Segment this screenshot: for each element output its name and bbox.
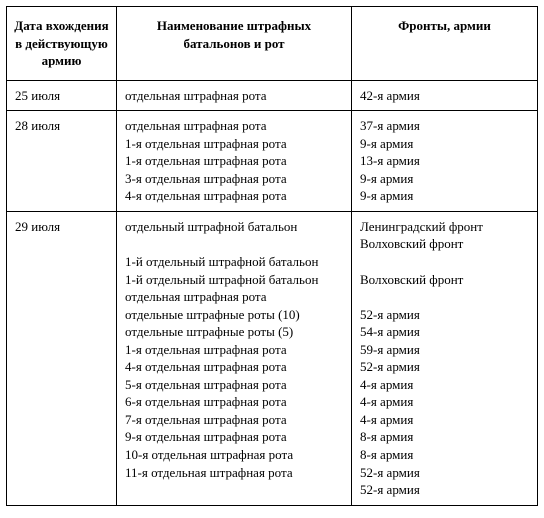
front-line: 4-я армия	[360, 393, 529, 411]
unit-line: 4-я отдельная штрафная рота	[125, 187, 343, 205]
unit-line: отдельные штрафные роты (10)	[125, 306, 343, 324]
cell-front: Ленинградский фронтВолховский фронт Волх…	[352, 211, 538, 505]
front-line: 52-я армия	[360, 306, 529, 324]
front-line: 42-я армия	[360, 87, 529, 105]
front-line: 4-я армия	[360, 376, 529, 394]
front-line: 54-я армия	[360, 323, 529, 341]
cell-date: 29 июля	[7, 211, 117, 505]
table-row: 29 июляотдельный штрафной батальон 1-й о…	[7, 211, 538, 505]
front-line: 9-я армия	[360, 187, 529, 205]
front-line: Ленинградский фронт	[360, 218, 529, 236]
front-line: 52-я армия	[360, 464, 529, 482]
unit-line: отдельная штрафная рота	[125, 117, 343, 135]
col-header-date: Дата вхождения в действующую армию	[7, 7, 117, 81]
unit-line: отдельные штрафные роты (5)	[125, 323, 343, 341]
front-line: 13-я армия	[360, 152, 529, 170]
front-line: Волховский фронт	[360, 235, 529, 253]
cell-unit: отдельный штрафной батальон 1-й отдельны…	[117, 211, 352, 505]
col-header-unit: Наименование штрафных батальонов и рот	[117, 7, 352, 81]
cell-unit: отдельная штрафная рота1-я отдельная штр…	[117, 111, 352, 212]
front-line: 52-я армия	[360, 481, 529, 499]
unit-line: отдельная штрафная рота	[125, 87, 343, 105]
col-header-front: Фронты, армии	[352, 7, 538, 81]
unit-line: отдельный штрафной батальон	[125, 218, 343, 236]
front-line: 9-я армия	[360, 170, 529, 188]
table-row: 28 июляотдельная штрафная рота1-я отдель…	[7, 111, 538, 212]
front-line: 59-я армия	[360, 341, 529, 359]
table-header-row: Дата вхождения в действующую армию Наиме…	[7, 7, 538, 81]
unit-line: 6-я отдельная штрафная рота	[125, 393, 343, 411]
front-line: 37-я армия	[360, 117, 529, 135]
unit-line: 3-я отдельная штрафная рота	[125, 170, 343, 188]
unit-line	[125, 235, 343, 253]
unit-line: 1-я отдельная штрафная рота	[125, 152, 343, 170]
cell-front: 37-я армия9-я армия13-я армия9-я армия9-…	[352, 111, 538, 212]
cell-front: 42-я армия	[352, 80, 538, 111]
front-line	[360, 253, 529, 271]
unit-line: отдельная штрафная рота	[125, 288, 343, 306]
unit-line: 5-я отдельная штрафная рота	[125, 376, 343, 394]
front-line: 4-я армия	[360, 411, 529, 429]
unit-line: 9-я отдельная штрафная рота	[125, 428, 343, 446]
unit-line: 10-я отдельная штрафная рота	[125, 446, 343, 464]
unit-line: 4-я отдельная штрафная рота	[125, 358, 343, 376]
unit-line: 1-я отдельная штрафная рота	[125, 341, 343, 359]
cell-unit: отдельная штрафная рота	[117, 80, 352, 111]
unit-line: 1-й отдельный штрафной батальон	[125, 271, 343, 289]
table-row: 25 июля отдельная штрафная рота 42-я армия	[7, 80, 538, 111]
unit-line: 11-я отдельная штрафная рота	[125, 464, 343, 482]
front-line: 8-я армия	[360, 446, 529, 464]
unit-line: 1-й отдельный штрафной батальон	[125, 253, 343, 271]
unit-line: 7-я отдельная штрафная рота	[125, 411, 343, 429]
front-line	[360, 288, 529, 306]
front-line: 8-я армия	[360, 428, 529, 446]
front-line: 52-я армия	[360, 358, 529, 376]
front-line: 9-я армия	[360, 135, 529, 153]
cell-date: 28 июля	[7, 111, 117, 212]
front-line: Волховский фронт	[360, 271, 529, 289]
unit-line: 1-я отдельная штрафная рота	[125, 135, 343, 153]
penal-units-table: Дата вхождения в действующую армию Наиме…	[6, 6, 538, 506]
table-body: 25 июля отдельная штрафная рота 42-я армия…	[7, 80, 538, 505]
cell-date: 25 июля	[7, 80, 117, 111]
